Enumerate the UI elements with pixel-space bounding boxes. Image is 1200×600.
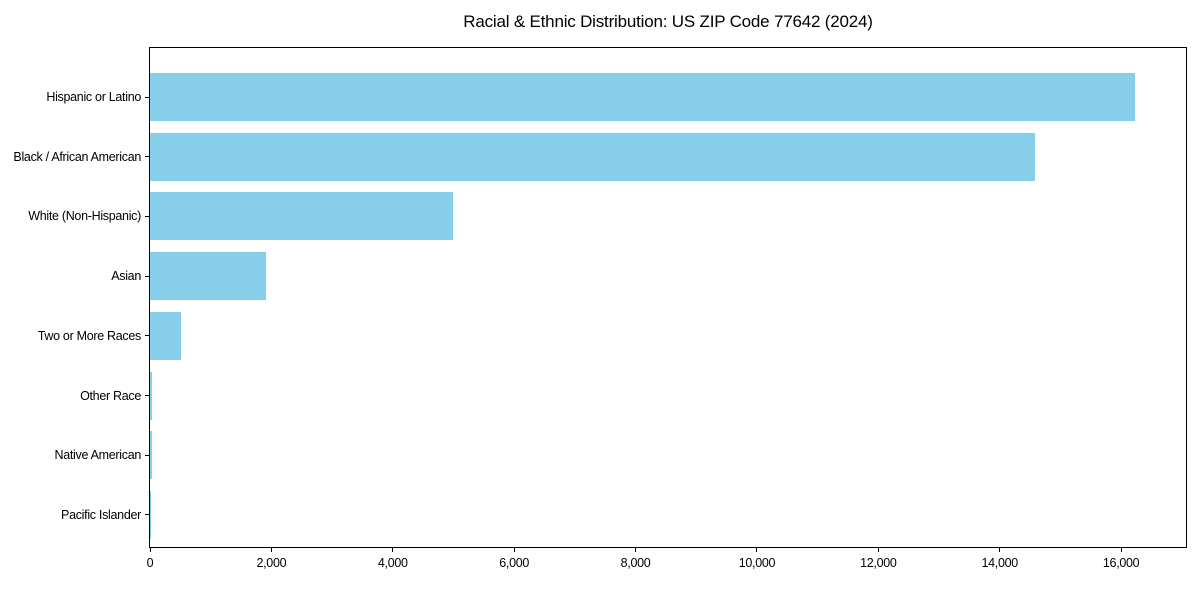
x-tick-mark: [392, 548, 394, 552]
x-tick-mark: [756, 548, 758, 552]
x-tick-label: 8,000: [620, 556, 651, 570]
y-tick-label: Black / African American: [13, 149, 141, 164]
y-tick-mark: [145, 454, 149, 456]
y-tick-mark: [145, 156, 149, 158]
y-tick-label: Hispanic or Latino: [46, 90, 141, 104]
y-tick-label: Two or More Races: [37, 328, 142, 343]
bar-two-or-more-races: [150, 311, 181, 360]
y-tick-label: Other Race: [80, 388, 141, 403]
y-tick-label: Native American: [54, 448, 141, 463]
bar-black-african-american: [150, 132, 1035, 181]
x-tick-label: 0: [146, 556, 154, 570]
bar-white-non-hispanic: [150, 192, 454, 241]
chart-title: Racial & Ethnic Distribution: US ZIP Cod…: [463, 12, 873, 31]
plot-area: [149, 47, 1187, 548]
y-tick-mark: [145, 514, 149, 516]
x-tick-mark: [149, 548, 151, 552]
y-tick-label: Pacific Islander: [61, 507, 141, 522]
x-tick-mark: [1120, 548, 1122, 552]
x-tick-label: 10,000: [738, 556, 776, 570]
bar-pacific-islander: [150, 490, 151, 539]
bar-native-american: [150, 431, 152, 480]
x-tick-mark: [270, 548, 272, 552]
x-tick-label: 14,000: [981, 556, 1019, 570]
x-tick-label: 6,000: [499, 556, 530, 570]
x-tick-mark: [635, 548, 637, 552]
x-tick-mark: [877, 548, 879, 552]
y-tick-mark: [145, 96, 149, 98]
y-tick-mark: [145, 335, 149, 337]
bar-other-race: [150, 371, 152, 420]
y-tick-mark: [145, 395, 149, 396]
bar-hispanic-or-latino: [150, 73, 1136, 121]
x-tick-label: 2,000: [256, 556, 287, 570]
y-tick-mark: [145, 275, 149, 277]
y-tick-label: Asian: [111, 269, 141, 284]
x-tick-mark: [513, 548, 515, 552]
x-tick-label: 4,000: [377, 556, 408, 570]
y-tick-label: White (Non-Hispanic): [28, 209, 141, 224]
x-tick-label: 16,000: [1102, 556, 1140, 570]
y-tick-mark: [145, 215, 149, 217]
x-tick-label: 12,000: [860, 556, 897, 570]
bar-asian: [150, 252, 266, 301]
x-tick-mark: [999, 548, 1001, 552]
